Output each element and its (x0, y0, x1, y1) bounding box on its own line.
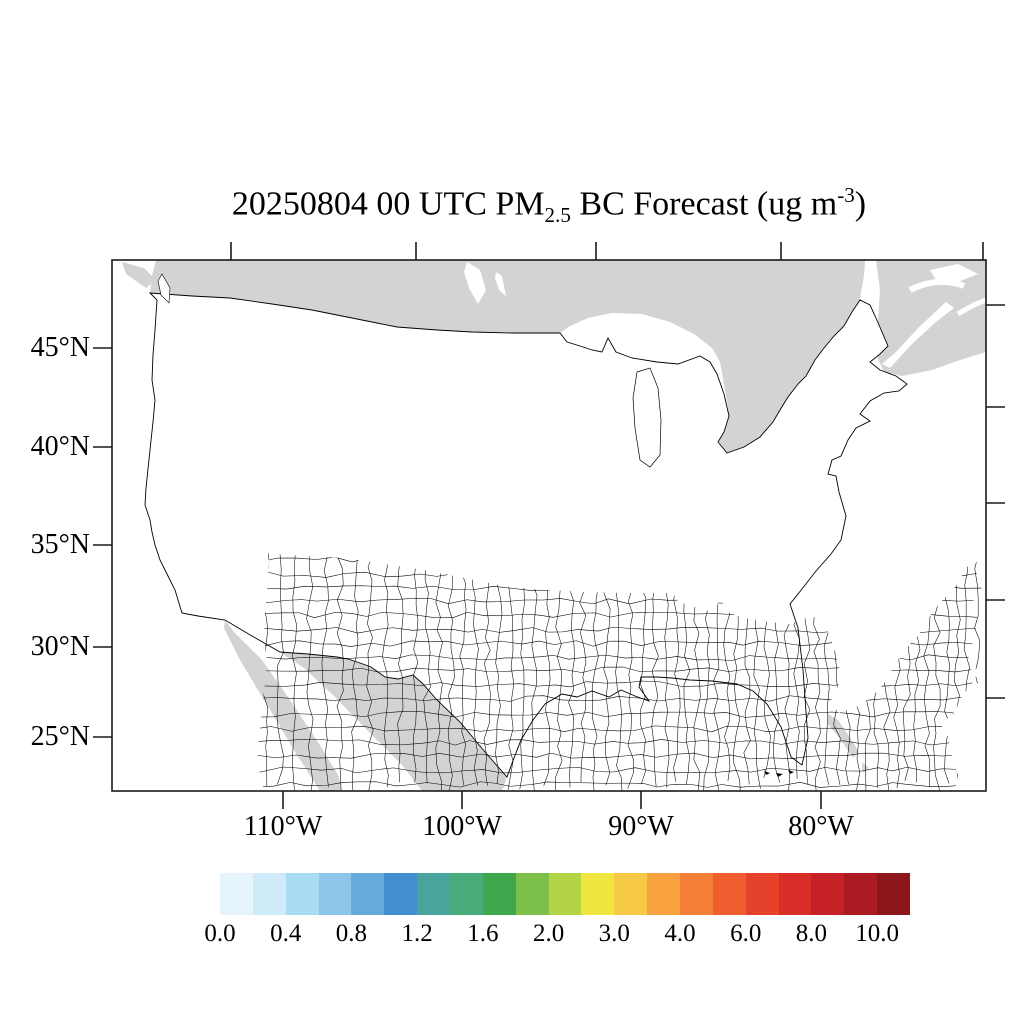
st-lawrence-river (800, 260, 876, 382)
y-axis-tick-label: 25°N (30, 721, 90, 752)
colorbar-box (417, 873, 451, 915)
lake-manitoba (495, 272, 506, 296)
northumberland-strait (956, 297, 986, 317)
colorbar-tick-label: 8.0 (795, 920, 828, 947)
plot-frame (111, 259, 987, 792)
colorbar-tick-label: 1.6 (467, 920, 499, 947)
colorbar-box (811, 873, 845, 915)
title-subscript: 2.5 (544, 203, 571, 228)
title-middle: BC Forecast (ug m (570, 185, 838, 223)
colorbar-tick-label: 3.0 (598, 920, 630, 947)
florida-keys (776, 773, 783, 777)
colorbar-box (318, 873, 352, 915)
lake-michigan (632, 367, 662, 468)
puget-sound (157, 273, 171, 304)
florida-keys (788, 770, 794, 774)
bahamas (828, 714, 859, 758)
map-layers (122, 260, 986, 791)
colorbar (220, 873, 911, 915)
title-prefix: 20250804 00 UTC PM (231, 185, 545, 223)
bay-of-fundy (882, 302, 954, 368)
colorbar-box (614, 873, 648, 915)
colorbar-box (877, 873, 911, 915)
gulf-of-st-lawrence (908, 278, 966, 293)
y-axis-tick-label: 35°N (30, 529, 90, 560)
colorbar-box (778, 873, 812, 915)
x-axis-tick-label: 80°W (788, 811, 854, 842)
colorbar-box (844, 873, 878, 915)
title-superscript: -3 (837, 183, 855, 207)
colorbar-tick-label: 1.2 (401, 920, 433, 947)
florida-keys (764, 771, 770, 775)
colorbar-box (285, 873, 319, 915)
x-axis-tick-label: 100°W (422, 811, 502, 842)
canada-land (150, 260, 866, 456)
colorbar-tick-label: 0.0 (204, 920, 236, 947)
y-axis-tick-label: 45°N (30, 332, 90, 363)
colorbar-box (220, 873, 253, 915)
colorbar-box (581, 873, 615, 915)
colorbar-tick-label: 6.0 (730, 920, 762, 947)
gulf-white-area (930, 264, 978, 282)
colorbar-box (745, 873, 779, 915)
colorbar-box (647, 873, 681, 915)
y-axis-tick-label: 30°N (30, 631, 90, 662)
colorbar-box (384, 873, 418, 915)
colorbar-box (252, 873, 286, 915)
mexico-land (280, 652, 507, 791)
colorbar-box (712, 873, 746, 915)
vancouver-island (122, 262, 156, 288)
colorbar-tick-label: 4.0 (664, 920, 696, 947)
colorbar-box (450, 873, 483, 915)
colorbar-box (482, 873, 516, 915)
colorbar-box (351, 873, 385, 915)
plot-frame-and-ticks (93, 242, 1005, 809)
colorbar-tick-label: 2.0 (532, 920, 565, 947)
lake-winnipeg (464, 262, 486, 304)
colorbar-tick-label: 0.4 (270, 920, 302, 947)
x-axis-tick-label: 110°W (243, 811, 323, 842)
x-axis-tick-label: 90°W (608, 811, 674, 842)
colorbar-box (515, 873, 549, 915)
title-suffix: ) (854, 185, 867, 223)
y-axis-tick-label: 40°N (30, 431, 90, 462)
colorbar-tick-label: 0.8 (335, 920, 368, 947)
colorbar-box (548, 873, 582, 915)
baja-peninsula (224, 620, 342, 791)
figure-title: 20250804 00 UTC PM2.5 BC Forecast (ug m-… (112, 183, 986, 228)
us-landmass (144, 292, 908, 778)
colorbar-box (680, 873, 713, 915)
colorbar-tick-label: 10.0 (855, 920, 900, 947)
